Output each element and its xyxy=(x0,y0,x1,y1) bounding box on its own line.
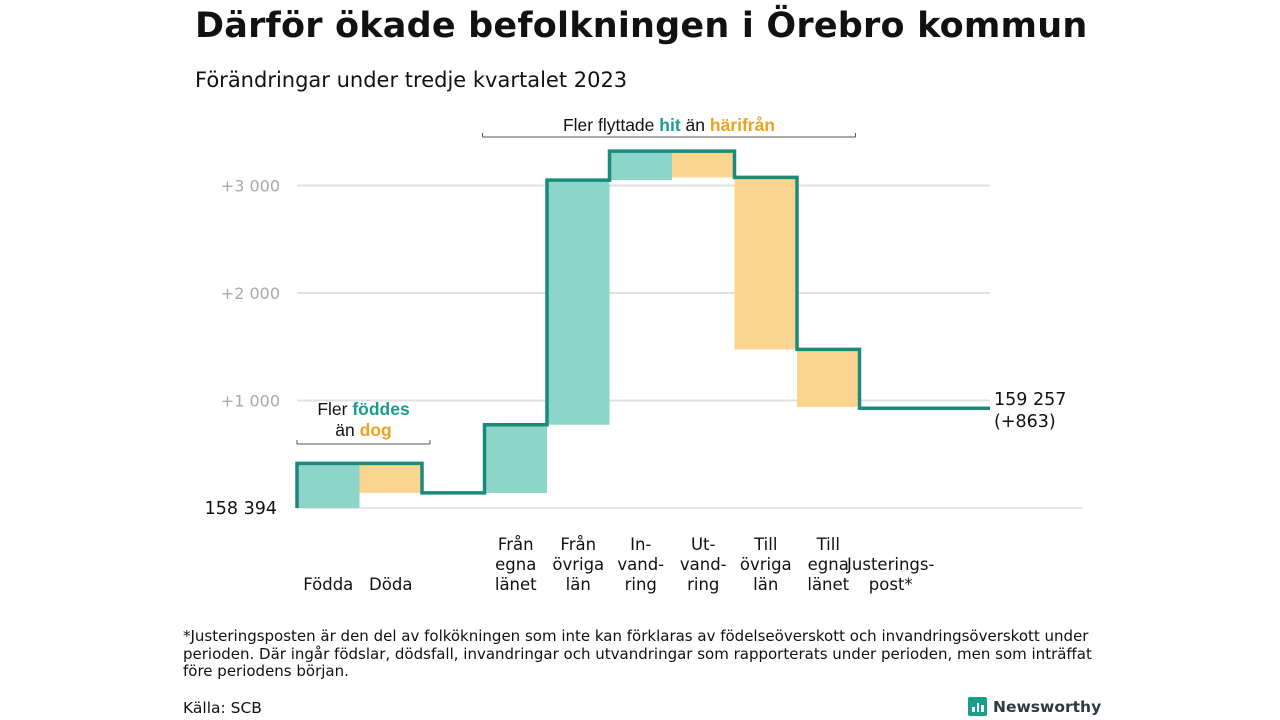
annotation-births: Fler föddes xyxy=(317,399,410,419)
category-label: post* xyxy=(869,575,913,594)
annotation-bracket-migration xyxy=(482,133,856,138)
annotation-bracket-births xyxy=(296,440,431,445)
y-tick-label: +2 000 xyxy=(221,284,280,303)
bar-0 xyxy=(297,463,360,508)
end-value-label: 159 257 xyxy=(994,390,1066,410)
category-label: Från xyxy=(498,535,534,554)
category-label: län xyxy=(566,575,591,594)
bar-8 xyxy=(797,349,860,407)
bar-3 xyxy=(484,424,547,493)
category-label: Födda xyxy=(303,575,353,594)
category-label: Från xyxy=(560,535,596,554)
bar-5 xyxy=(609,151,672,181)
y-tick-label: +3 000 xyxy=(221,177,280,196)
brand-logo: Newsworthy xyxy=(968,697,1101,716)
annotation-births: än dog xyxy=(335,420,391,440)
y-tick-label: +1 000 xyxy=(221,392,280,411)
bar-6 xyxy=(672,151,735,178)
category-label: länet xyxy=(495,575,537,594)
chart-title: Därför ökade befolkningen i Örebro kommu… xyxy=(195,6,1088,46)
source-label: Källa: SCB xyxy=(183,699,262,717)
bar-4 xyxy=(547,180,610,425)
start-value-label: 158 394 xyxy=(205,499,277,519)
category-label: ring xyxy=(687,575,719,594)
category-label: In- xyxy=(630,535,651,554)
category-label: Justerings- xyxy=(846,555,934,574)
change-value-label: (+863) xyxy=(994,412,1056,432)
category-label: vand- xyxy=(617,555,664,574)
category-label: ring xyxy=(625,575,657,594)
bar-1 xyxy=(359,463,422,493)
newsworthy-logo-icon xyxy=(968,697,987,716)
category-label: Till xyxy=(816,535,840,554)
category-label: övriga xyxy=(552,555,604,574)
category-label: länet xyxy=(807,575,849,594)
step-line xyxy=(295,149,990,508)
bar-7 xyxy=(734,177,797,350)
category-label: övriga xyxy=(740,555,792,574)
footnote: *Justeringsposten är den del av folkökni… xyxy=(183,627,1092,680)
category-label: Döda xyxy=(369,575,412,594)
category-label: Ut- xyxy=(691,535,716,554)
brand-name: Newsworthy xyxy=(993,697,1102,716)
category-label: egna xyxy=(495,555,536,574)
category-label: Till xyxy=(753,535,777,554)
category-label: vand- xyxy=(680,555,727,574)
chart-subtitle: Förändringar under tredje kvartalet 2023 xyxy=(195,68,628,92)
category-label: län xyxy=(753,575,778,594)
category-label: egna xyxy=(808,555,849,574)
annotation-migration: Fler flyttade hit än härifrån xyxy=(563,115,775,135)
